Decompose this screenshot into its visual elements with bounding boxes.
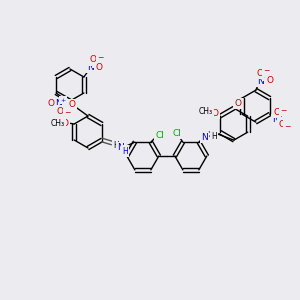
- Text: CH₃: CH₃: [51, 119, 65, 128]
- Text: H: H: [122, 146, 128, 155]
- Text: O: O: [266, 76, 273, 85]
- Text: O: O: [234, 99, 242, 108]
- Text: CH₃: CH₃: [199, 106, 213, 116]
- Text: N: N: [257, 76, 264, 85]
- Text: O: O: [56, 106, 64, 116]
- Text: Cl: Cl: [155, 130, 164, 140]
- Text: H: H: [211, 132, 217, 141]
- Text: N: N: [202, 133, 208, 142]
- Text: −: −: [284, 122, 291, 130]
- Text: N: N: [272, 115, 279, 124]
- Text: N: N: [88, 62, 94, 71]
- Text: N: N: [55, 100, 62, 109]
- Text: O: O: [256, 69, 263, 78]
- Text: +: +: [278, 112, 283, 118]
- Text: O: O: [89, 56, 96, 64]
- Text: −: −: [263, 66, 269, 75]
- Text: O: O: [69, 100, 76, 109]
- Text: Cl: Cl: [172, 129, 181, 138]
- Text: O: O: [95, 64, 102, 73]
- Text: +: +: [60, 98, 66, 103]
- Text: −: −: [280, 106, 287, 115]
- Text: O: O: [273, 108, 280, 117]
- Text: N: N: [118, 143, 124, 152]
- Text: O: O: [47, 100, 55, 109]
- Text: +: +: [93, 61, 98, 67]
- Text: O: O: [212, 109, 218, 118]
- Text: +: +: [263, 75, 268, 80]
- Text: −: −: [64, 109, 70, 118]
- Text: −: −: [97, 53, 103, 62]
- Text: H: H: [113, 140, 119, 149]
- Text: O: O: [61, 118, 69, 127]
- Text: O: O: [278, 120, 285, 129]
